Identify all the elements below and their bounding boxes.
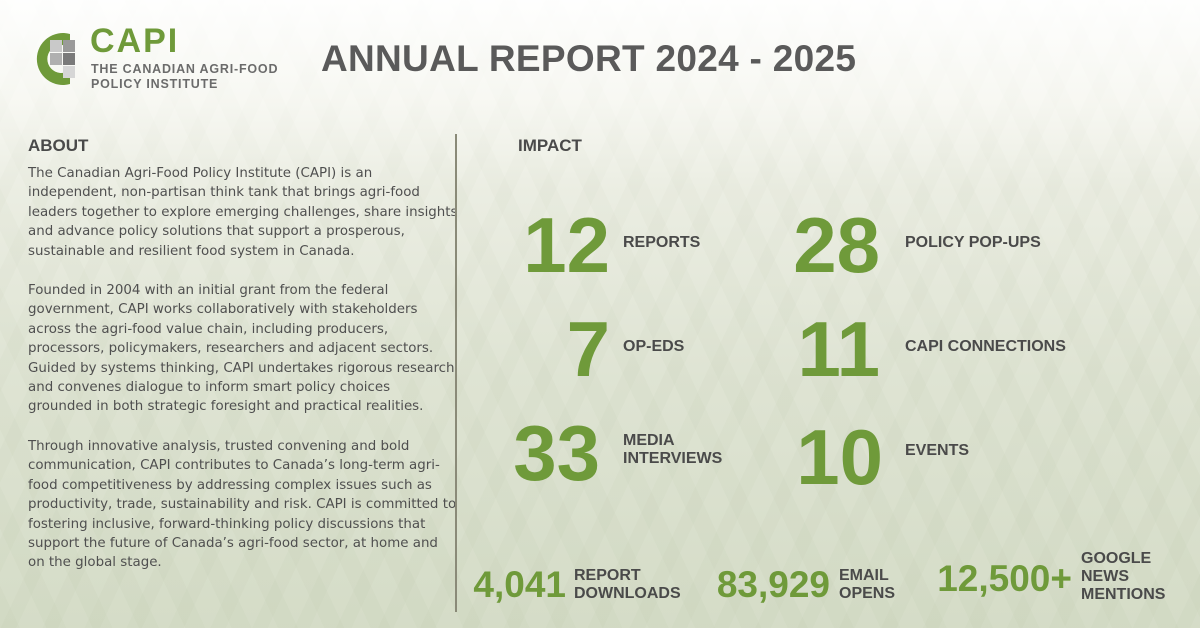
reach-label-line: REPORT <box>574 567 641 584</box>
stat-value-reports: 12 <box>523 201 610 289</box>
logo-subtitle-line2: POLICY INSTITUTE <box>91 77 219 91</box>
reach-label-report-downloads: REPORT DOWNLOADS <box>574 567 681 603</box>
reach-label-line: GOOGLE <box>1081 550 1152 567</box>
reach-label-line: MENTIONS <box>1081 586 1166 603</box>
reach-value-report-downloads: 4,041 <box>473 564 566 605</box>
reach-label-google-news-mentions: GOOGLE NEWS MENTIONS <box>1081 550 1165 604</box>
stat-value-op-eds: 7 <box>566 305 610 393</box>
stat-label-line: INTERVIEWS <box>623 450 723 467</box>
capi-logo: CAPI THE CANADIAN AGRI-FOOD POLICY INSTI… <box>30 24 300 94</box>
capi-logo-mark-icon <box>36 33 75 85</box>
stat-label-events: EVENTS <box>905 442 970 459</box>
reach-label-email-opens: EMAIL OPENS <box>839 567 895 603</box>
column-divider <box>455 134 457 612</box>
reach-label-line: NEWS <box>1081 568 1129 585</box>
about-paragraph: The Canadian Agri-Food Policy Institute … <box>28 166 458 259</box>
stat-label-line: MEDIA <box>623 432 675 449</box>
stat-label-op-eds: OP-EDS <box>623 338 685 355</box>
stat-label-capi-connections: CAPI CONNECTIONS <box>905 338 1066 355</box>
stat-value-media-interviews: 33 <box>513 409 600 497</box>
reach-label-line: OPENS <box>839 585 896 602</box>
reach-label-line: DOWNLOADS <box>574 585 681 602</box>
about-section: ABOUT The Canadian Agri-Food Policy Inst… <box>28 136 458 593</box>
stat-value-events: 10 <box>796 413 883 501</box>
reach-value-google-news-mentions: 12,500+ <box>937 558 1072 599</box>
logo-subtitle: THE CANADIAN AGRI-FOOD POLICY INSTITUTE <box>91 62 311 92</box>
page-title: ANNUAL REPORT 2024 - 2025 <box>321 38 857 79</box>
stat-value-policy-pop-ups: 28 <box>793 201 880 289</box>
about-heading: ABOUT <box>28 136 89 155</box>
logo-subtitle-line1: THE CANADIAN AGRI-FOOD <box>91 62 279 76</box>
about-paragraph: Founded in 2004 with an initial grant fr… <box>28 283 455 415</box>
reach-label-line: EMAIL <box>839 567 889 584</box>
logo-wordmark: CAPI <box>90 22 180 60</box>
stat-label-policy-pop-ups: POLICY POP-UPS <box>905 234 1041 251</box>
impact-heading: IMPACT <box>518 136 582 155</box>
reach-value-email-opens: 83,929 <box>716 564 830 605</box>
about-paragraph: Through innovative analysis, trusted con… <box>28 438 457 571</box>
stat-value-capi-connections: 11 <box>797 305 880 393</box>
stat-label-reports: REPORTS <box>623 234 701 251</box>
stat-label-media-interviews: MEDIA INTERVIEWS <box>623 432 722 468</box>
